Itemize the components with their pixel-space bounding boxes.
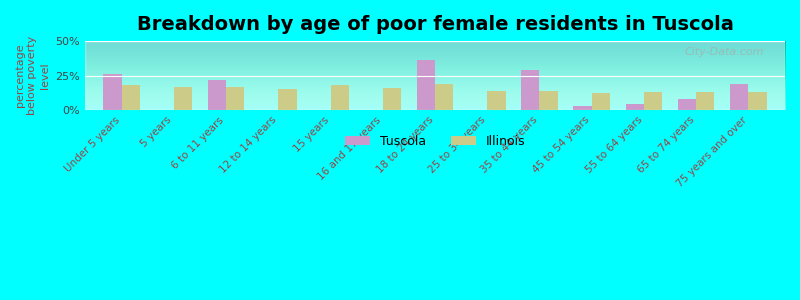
Bar [730,84,749,110]
Bar [644,92,662,110]
Bar [487,91,506,110]
Bar [278,89,297,110]
Bar [435,84,454,110]
Text: City-Data.com: City-Data.com [685,46,764,57]
Bar [592,93,610,110]
Bar [539,91,558,110]
Y-axis label: percentage
below poverty
level: percentage below poverty level [15,36,50,115]
Bar [330,85,349,110]
Bar [696,92,714,110]
Bar [417,60,435,110]
Bar [749,92,766,110]
Title: Breakdown by age of poor female residents in Tuscola: Breakdown by age of poor female resident… [137,15,734,34]
Bar [174,86,192,110]
Bar [626,104,644,110]
Bar [521,70,539,110]
Bar [122,85,140,110]
Bar [382,88,401,110]
Bar [208,80,226,110]
Bar [678,99,696,110]
Legend: Tuscola, Illinois: Tuscola, Illinois [340,130,530,153]
Bar [226,86,244,110]
Bar [574,106,592,110]
Bar [103,74,122,110]
